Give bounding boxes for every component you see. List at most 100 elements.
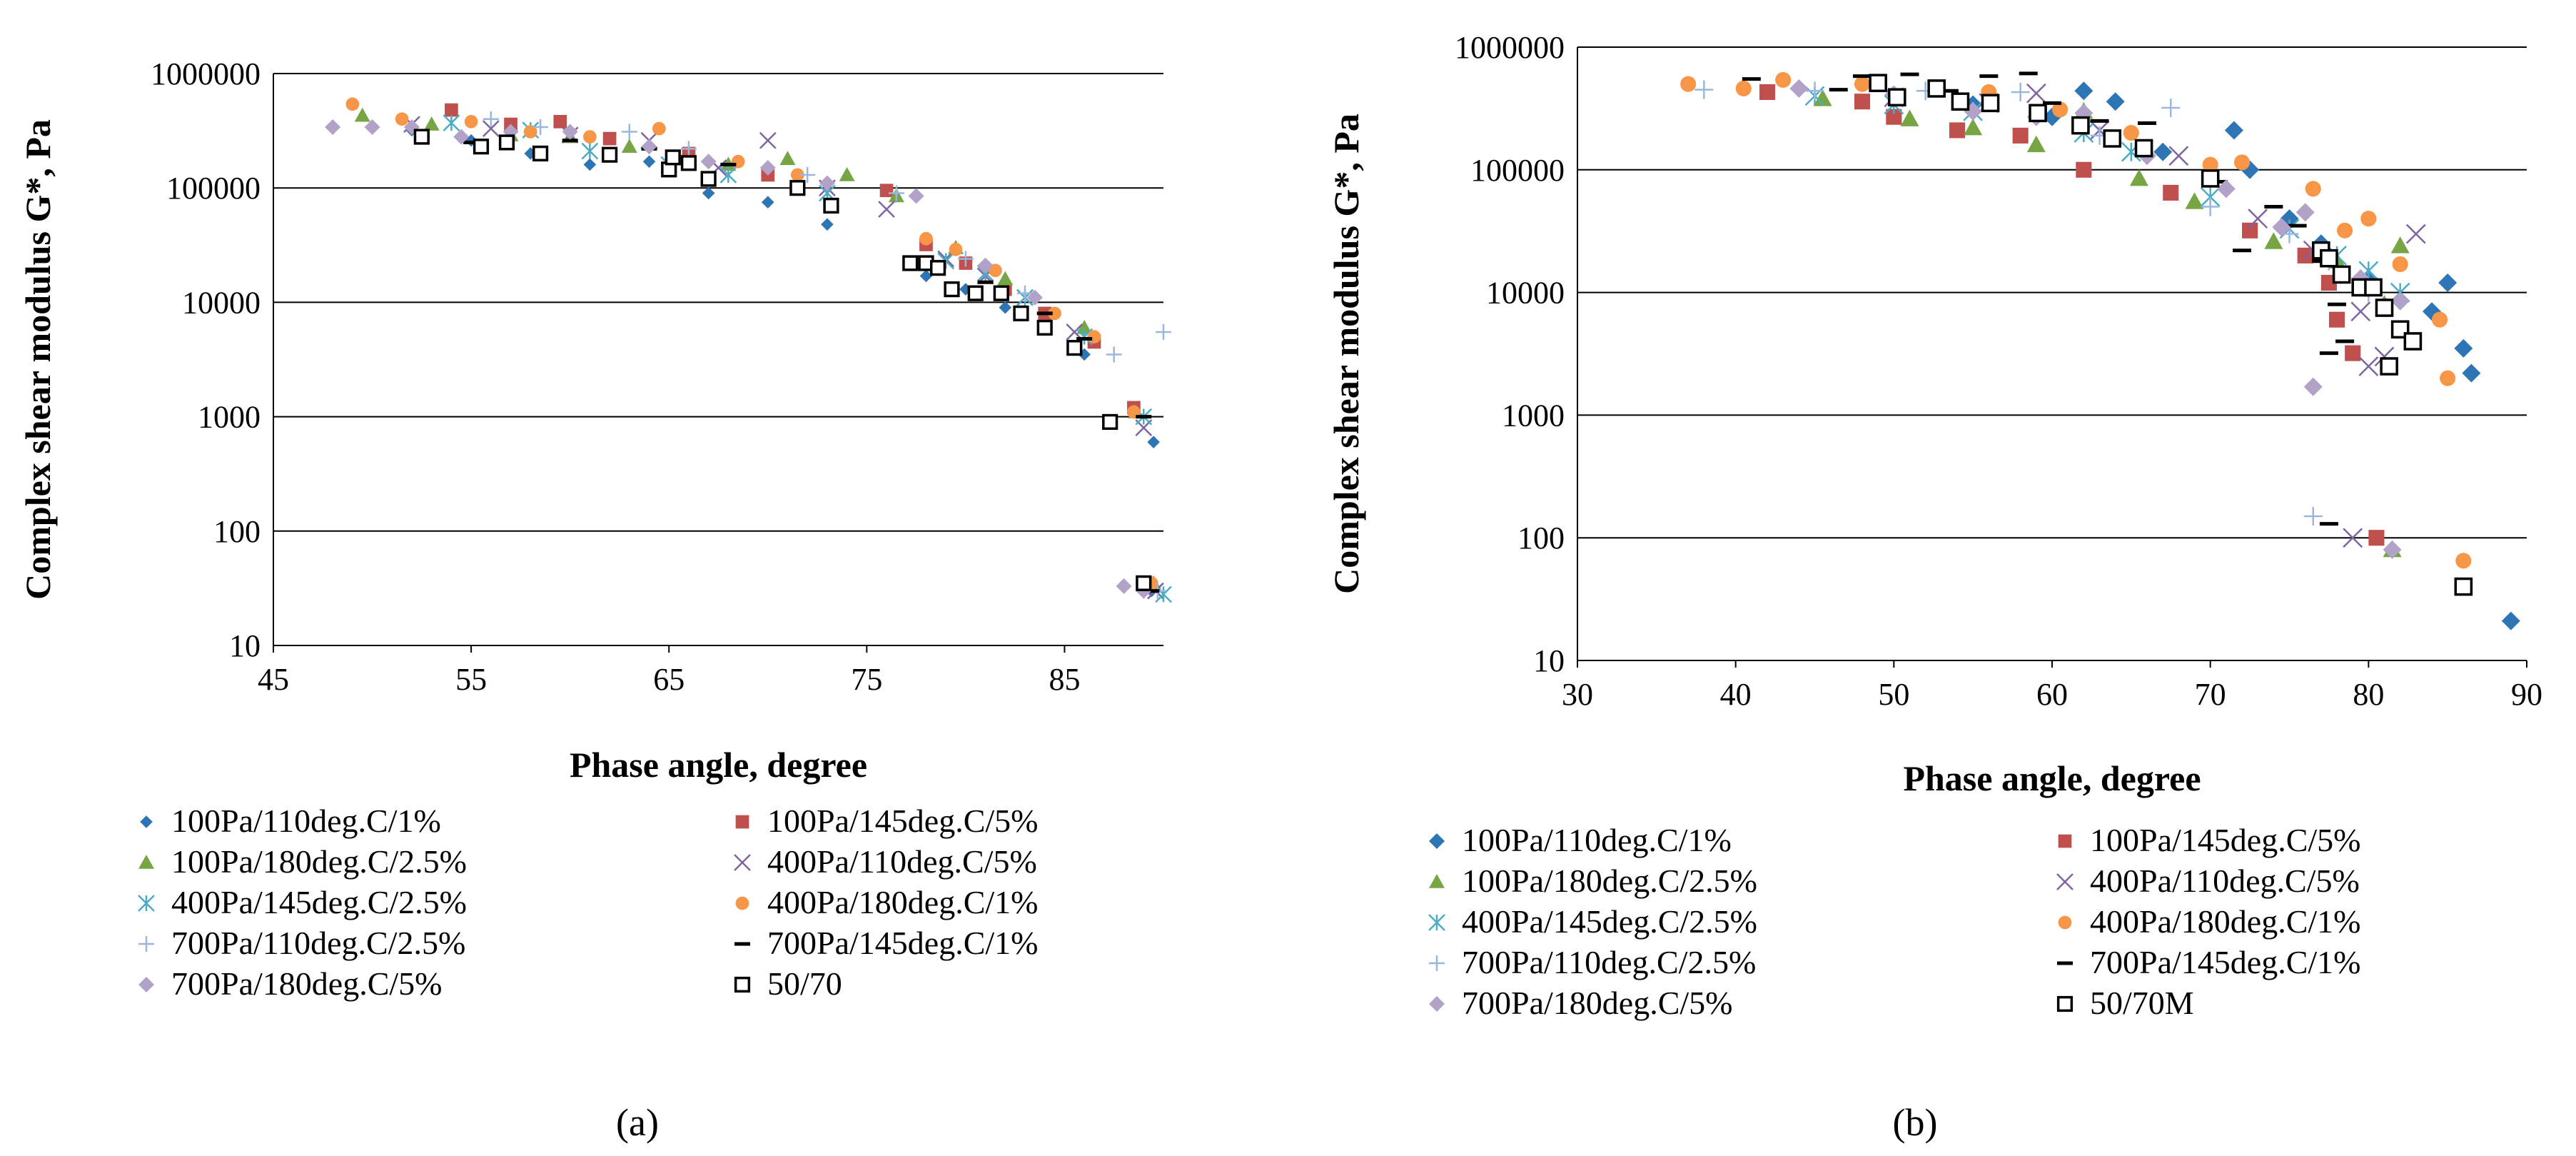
data-point [1929, 81, 1944, 96]
data-point [2153, 143, 2172, 161]
data-point [2123, 125, 2139, 141]
legend-label: 700Pa/110deg.C/2.5% [171, 925, 465, 961]
y-tick-label: 100000 [1470, 153, 1565, 188]
data-point [603, 148, 617, 161]
data-point [919, 232, 933, 246]
data-point [443, 115, 459, 131]
data-point [1789, 79, 1808, 98]
data-point [582, 144, 597, 159]
data-point [2432, 312, 2448, 328]
data-point [909, 189, 924, 204]
data-point [2304, 378, 2323, 396]
data-point [2076, 162, 2091, 178]
y-tick-label: 10000 [182, 285, 261, 320]
legend-item: 400Pa/145deg.C/2.5% [1429, 903, 1757, 940]
data-point [879, 201, 894, 217]
legend-label: 100Pa/145deg.C/5% [2090, 822, 2360, 858]
legend-item: 700Pa/180deg.C/5% [138, 965, 442, 1002]
data-point [821, 218, 834, 231]
y-tick-label: 10000 [1486, 276, 1565, 311]
legend-marker [1429, 915, 1445, 930]
data-point [2381, 358, 2397, 374]
data-point [2345, 346, 2360, 361]
data-point [2329, 312, 2345, 328]
legend-label: 100Pa/180deg.C/2.5% [1462, 863, 1757, 899]
data-point [424, 116, 440, 131]
x-tick-label: 80 [2353, 677, 2384, 712]
x-tick-label: 45 [258, 662, 289, 697]
y-axis-label: Complex shear modulus G*, Pa [18, 119, 58, 600]
data-point [2405, 333, 2420, 349]
data-point [2393, 256, 2408, 272]
legend-item: 700Pa/145deg.C/1% [734, 925, 1038, 961]
legend-marker [1429, 833, 1445, 849]
data-point [475, 140, 488, 154]
data-point [1156, 324, 1171, 340]
y-tick-label: 10 [1533, 643, 1565, 678]
legend-label: 700Pa/145deg.C/1% [2090, 944, 2360, 980]
data-point [1870, 75, 1886, 91]
data-point [2225, 121, 2243, 139]
series-3 [1814, 89, 2410, 557]
data-point [1680, 76, 1696, 92]
legend-marker [1429, 955, 1445, 971]
data-point [2440, 371, 2455, 386]
data-point [945, 283, 959, 296]
data-point [553, 115, 567, 129]
data-point [760, 133, 776, 149]
data-point [2334, 266, 2350, 282]
legend-marker [736, 897, 749, 910]
legend-marker [1429, 874, 1445, 888]
figure: 1010010001000010000010000004555657585Pha… [0, 0, 2576, 1156]
data-point [2242, 223, 2258, 238]
series-3 [355, 108, 1161, 590]
legend-marker [138, 855, 154, 869]
x-axis-label: Phase angle, degree [1903, 758, 2201, 798]
data-point [2030, 105, 2046, 121]
legend-item: 100Pa/110deg.C/1% [140, 803, 441, 839]
series-8 [1742, 74, 2354, 524]
legend-item: 400Pa/180deg.C/1% [736, 884, 1039, 920]
data-point [791, 181, 804, 195]
data-point [2304, 507, 2323, 526]
data-point [2321, 251, 2337, 266]
data-point [483, 111, 499, 127]
legend-label: 400Pa/145deg.C/2.5% [171, 884, 467, 920]
data-point [534, 147, 547, 161]
data-point [2360, 211, 2376, 226]
data-point [1038, 321, 1051, 335]
data-point [652, 122, 666, 136]
legend-marker [1429, 996, 1445, 1012]
legend-label: 400Pa/180deg.C/1% [767, 884, 1038, 920]
legend-item: 50/70M [2059, 985, 2194, 1021]
data-point [2201, 198, 2220, 216]
legend-item: 400Pa/180deg.C/1% [2059, 903, 2361, 940]
legend-marker [140, 815, 153, 828]
legend-label: 50/70M [2090, 985, 2194, 1021]
data-point [1106, 346, 1122, 362]
legend-item: 700Pa/110deg.C/2.5% [138, 925, 465, 961]
data-point [666, 151, 680, 164]
data-point [999, 301, 1012, 314]
legend-label: 400Pa/145deg.C/2.5% [1462, 903, 1757, 940]
legend-label: 400Pa/180deg.C/1% [2090, 903, 2360, 940]
data-point [2376, 300, 2392, 316]
data-point [762, 196, 774, 208]
data-point [701, 154, 717, 169]
data-point [1901, 110, 1919, 126]
data-point [445, 104, 458, 117]
y-tick-label: 100 [213, 514, 261, 549]
data-point [949, 243, 963, 256]
panel-label: (b) [1893, 1101, 1938, 1144]
legend-item: 400Pa/110deg.C/5% [734, 843, 1037, 880]
x-tick-label: 65 [653, 662, 685, 697]
legend-marker [138, 895, 154, 911]
data-point [2234, 154, 2250, 170]
x-tick-label: 40 [1720, 677, 1752, 712]
series-9 [1789, 79, 2409, 559]
data-point [824, 199, 838, 213]
data-point [2391, 236, 2410, 253]
data-point [1088, 330, 1101, 343]
data-point [2163, 185, 2178, 201]
y-tick-label: 1000 [198, 400, 261, 435]
